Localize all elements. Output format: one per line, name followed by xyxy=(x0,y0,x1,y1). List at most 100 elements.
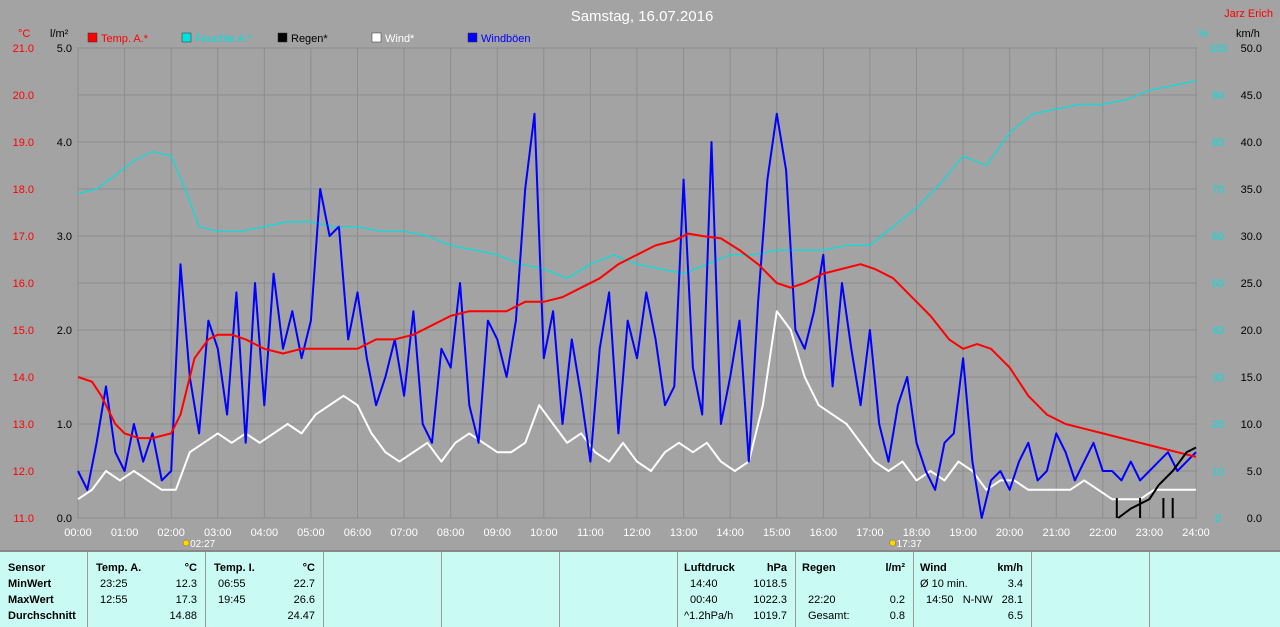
regen-header: Regen xyxy=(802,562,836,574)
wind-max-value: 28.1 xyxy=(1001,594,1023,606)
row-avg-label: Durchschnitt xyxy=(8,610,76,622)
x-tick-label: 07:00 xyxy=(390,527,418,539)
x-tick-label: 10:00 xyxy=(530,527,558,539)
rain-tick-label: 1.0 xyxy=(57,419,72,431)
x-tick-label: 04:00 xyxy=(251,527,279,539)
axes: 00:00 01:00 02:00 03:00 04:00 05:00 06:00 07:00… xyxy=(13,43,1262,539)
x-tick-label: 20:00 xyxy=(996,527,1024,539)
legend-label: Regen* xyxy=(291,33,328,45)
temp-i-avg-value: 24.47 xyxy=(287,610,315,622)
luftdruck-max-value: 1022.3 xyxy=(753,594,787,606)
regen-total-value: 0.8 xyxy=(889,610,905,622)
wind-avg10-label: Ø 10 min. xyxy=(920,578,968,590)
wind-tick-label: 50.0 xyxy=(1241,43,1262,55)
rain-tick-label: 3.0 xyxy=(57,231,72,243)
legend-swatch xyxy=(181,32,192,43)
wind-header: Wind xyxy=(920,562,947,574)
temp-i-header: Temp. I. xyxy=(214,562,255,574)
x-tick-label: 18:00 xyxy=(903,527,931,539)
right1-tick-label: 60 xyxy=(1212,231,1224,243)
x-tick-label: 01:00 xyxy=(111,527,139,539)
temp-a-unit: °C xyxy=(184,562,197,574)
temp-tick-label: 18.0 xyxy=(13,184,34,196)
pressure-axis-unit: % xyxy=(1198,28,1208,40)
series-line-feuchtea xyxy=(77,80,1197,279)
temp-tick-label: 20.0 xyxy=(13,90,34,102)
rain-tick-label: 0.0 xyxy=(57,513,72,525)
temp-a-max-time: 12:55 xyxy=(100,594,128,606)
chart-title: Samstag, 16.07.2016 xyxy=(571,8,714,25)
x-tick-label: 21:00 xyxy=(1042,527,1070,539)
rain-tick-label: 2.0 xyxy=(57,325,72,337)
sunset-icon xyxy=(889,539,896,547)
grid xyxy=(77,47,1197,519)
legend-label: Temp. A.* xyxy=(101,33,149,45)
x-tick-label: 05:00 xyxy=(297,527,325,539)
regen-unit: l/m² xyxy=(885,562,905,574)
x-tick-label: 00:00 xyxy=(64,527,92,539)
right1-tick-label: 50 xyxy=(1212,278,1224,290)
temp-i-min-time: 06:55 xyxy=(218,578,246,590)
temp-a-max-value: 17.3 xyxy=(175,594,197,606)
temp-a-avg-value: 14.88 xyxy=(169,610,197,622)
luftdruck-unit: hPa xyxy=(766,562,787,574)
temp-tick-label: 15.0 xyxy=(13,325,34,337)
luftdruck-avg-value: 1019.7 xyxy=(753,610,787,622)
wind-unit: km/h xyxy=(997,562,1023,574)
right1-tick-label: 40 xyxy=(1212,325,1224,337)
author-label: Jarz Erich xyxy=(1224,8,1273,20)
right1-tick-label: 20 xyxy=(1212,419,1224,431)
right1-tick-label: 90 xyxy=(1212,90,1224,102)
stats-panel: Sensor MinWert MaxWert Durchschnitt Temp… xyxy=(0,550,1280,627)
temp-tick-label: 11.0 xyxy=(13,513,34,525)
temp-tick-label: 14.0 xyxy=(13,372,34,384)
temp-i-max-time: 19:45 xyxy=(218,594,246,606)
series xyxy=(77,80,1197,519)
luftdruck-max-time: 00:40 xyxy=(690,594,718,606)
temp-tick-label: 12.0 xyxy=(13,466,34,478)
wind-tick-label: 45.0 xyxy=(1241,90,1262,102)
x-tick-label: 23:00 xyxy=(1136,527,1164,539)
x-tick-label: 06:00 xyxy=(344,527,372,539)
sunset-label: 17:37 xyxy=(897,539,922,550)
x-tick-label: 19:00 xyxy=(949,527,977,539)
col-empty-4 xyxy=(1032,552,1150,627)
wind-tick-label: 20.0 xyxy=(1241,325,1262,337)
x-tick-label: 15:00 xyxy=(763,527,791,539)
series-line-regen xyxy=(1117,446,1197,519)
temp-a-min-value: 12.3 xyxy=(175,578,197,590)
legend-swatch xyxy=(371,32,382,43)
rain-tick-label: 5.0 xyxy=(57,43,72,55)
wind-tick-label: 15.0 xyxy=(1241,372,1262,384)
x-tick-label: 22:00 xyxy=(1089,527,1117,539)
wind-avg-value: 6.5 xyxy=(1007,610,1023,622)
wind-tick-label: 0.0 xyxy=(1247,513,1262,525)
x-tick-label: 16:00 xyxy=(810,527,838,539)
x-tick-label: 12:00 xyxy=(623,527,651,539)
right1-tick-label: 100 xyxy=(1209,43,1227,55)
series-line-tempa xyxy=(77,232,1197,458)
right1-tick-label: 0 xyxy=(1215,513,1221,525)
sunrise-label: 02:27 xyxy=(190,539,215,550)
series-line-windben xyxy=(77,112,1197,519)
wind-tick-label: 35.0 xyxy=(1241,184,1262,196)
temp-tick-label: 16.0 xyxy=(13,278,34,290)
x-tick-label: 03:00 xyxy=(204,527,232,539)
x-tick-label: 13:00 xyxy=(670,527,698,539)
wind-tick-label: 40.0 xyxy=(1241,137,1262,149)
temp-axis-unit: °C xyxy=(18,28,30,40)
sun-markers: 02:27 17:37 xyxy=(182,539,922,550)
wind-tick-label: 30.0 xyxy=(1241,231,1262,243)
x-tick-label: 24:00 xyxy=(1182,527,1210,539)
regen-total-label: Gesamt: xyxy=(808,610,850,622)
wind-tick-label: 5.0 xyxy=(1247,466,1262,478)
right1-tick-label: 80 xyxy=(1212,137,1224,149)
luftdruck-min-value: 1018.5 xyxy=(753,578,787,590)
col-luftdruck: Luftdruck hPa 14:40 1018.5 00:40 1022.3 … xyxy=(678,552,796,627)
temp-i-min-value: 22.7 xyxy=(293,578,315,590)
series-line-wind xyxy=(77,310,1196,501)
x-tick-label: 02:00 xyxy=(157,527,185,539)
legend-swatch xyxy=(87,32,98,43)
col-temp-a: Temp. A. °C 23:25 12.3 12:55 17.3 14.88 xyxy=(88,552,206,627)
x-tick-label: 17:00 xyxy=(856,527,884,539)
